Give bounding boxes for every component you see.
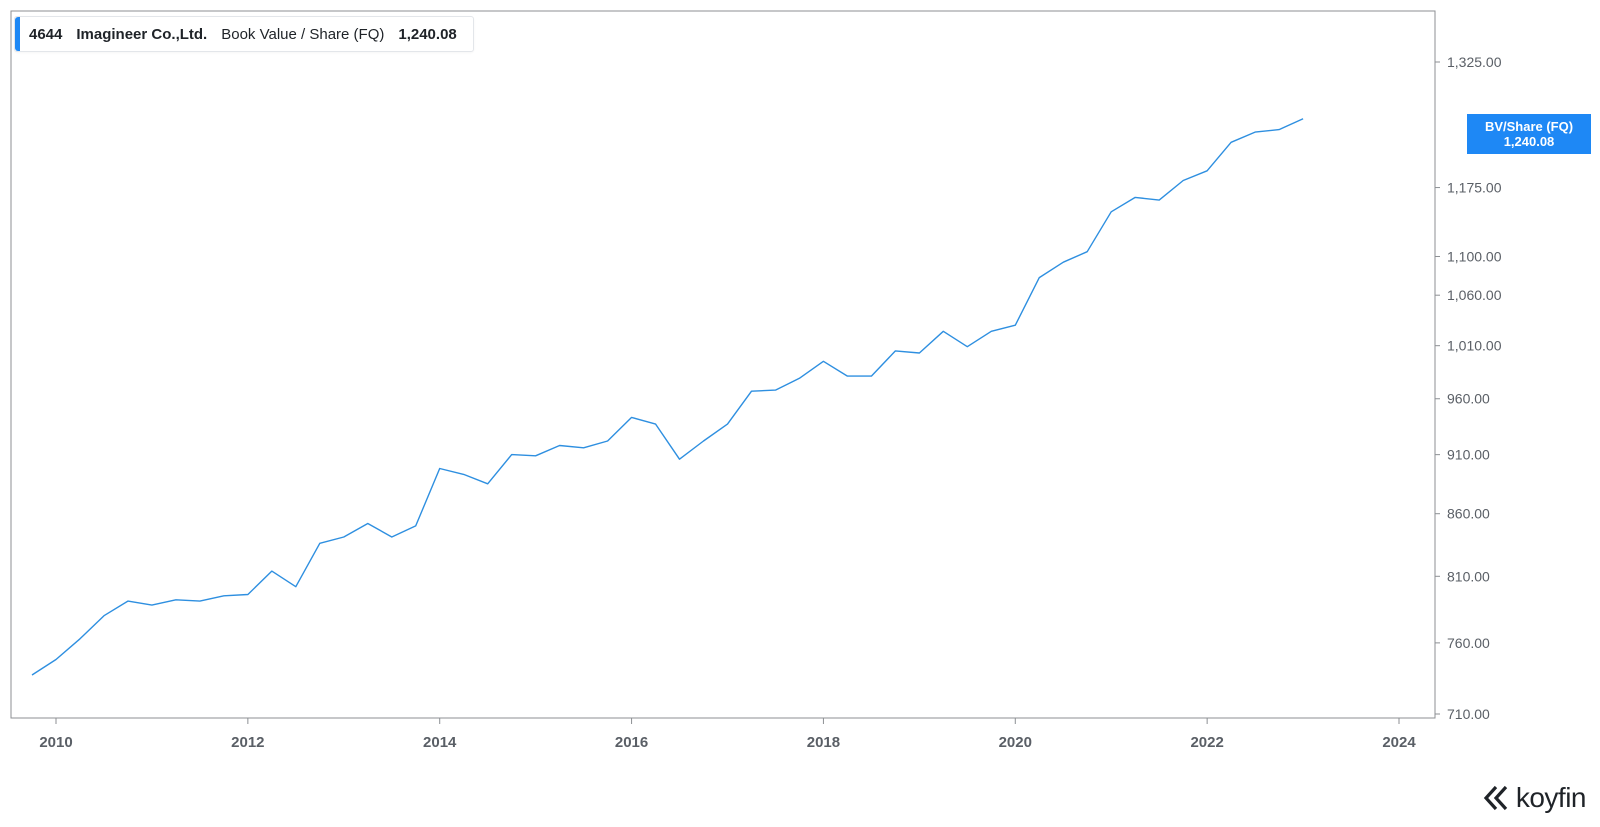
y-tick-label: 1,010.00 [1447, 338, 1502, 354]
x-tick-label: 2018 [807, 734, 840, 751]
x-tick-label: 2022 [1190, 734, 1223, 751]
legend-metric: Book Value / Share (FQ) [221, 25, 385, 43]
legend-color-bar [15, 17, 20, 51]
brand-logo: koyfin [1482, 782, 1587, 814]
y-tick-label: 960.00 [1447, 391, 1490, 407]
y-tick-label: 910.00 [1447, 447, 1490, 463]
x-tick-label: 2024 [1382, 734, 1416, 751]
legend-ticker: 4644 [29, 25, 63, 43]
y-tick-label: 1,325.00 [1447, 54, 1502, 70]
x-tick-label: 2020 [999, 734, 1032, 751]
x-tick-label: 2012 [231, 734, 264, 751]
y-tick-label: 1,100.00 [1447, 248, 1502, 264]
koyfin-logo-icon [1483, 785, 1508, 811]
last-value-tag-value: 1,240.08 [1503, 134, 1555, 149]
y-axis: 710.00 760.00 810.00 860.00 910.00 960.00 1,01… [1435, 54, 1502, 722]
x-axis: 2010 2012 2014 2016 2018 2020 2022 2024 [39, 718, 1416, 751]
x-tick-label: 2010 [39, 734, 72, 751]
y-tick-label: 1,060.00 [1447, 287, 1502, 303]
last-value-tag: BV/Share (FQ) 1,240.08 [1467, 114, 1591, 154]
y-tick-label: 760.00 [1447, 635, 1490, 651]
y-tick-label: 710.00 [1447, 706, 1490, 722]
y-tick-label: 860.00 [1447, 506, 1490, 522]
x-tick-label: 2014 [423, 734, 457, 751]
last-value-tag-label: BV/Share (FQ) [1484, 119, 1574, 134]
y-tick-label: 810.00 [1447, 568, 1490, 584]
plot-frame [10, 10, 1436, 719]
legend-company: Imagineer Co.,Ltd. [76, 25, 208, 43]
brand-name: koyfin [1515, 782, 1587, 813]
series-line [31, 118, 1304, 676]
legend-value: 1,240.08 [398, 25, 457, 43]
x-tick-label: 2016 [615, 734, 648, 751]
series-legend[interactable]: 4644 Imagineer Co.,Ltd. Book Value / Sha… [14, 16, 474, 52]
y-tick-label: 1,175.00 [1447, 180, 1502, 196]
